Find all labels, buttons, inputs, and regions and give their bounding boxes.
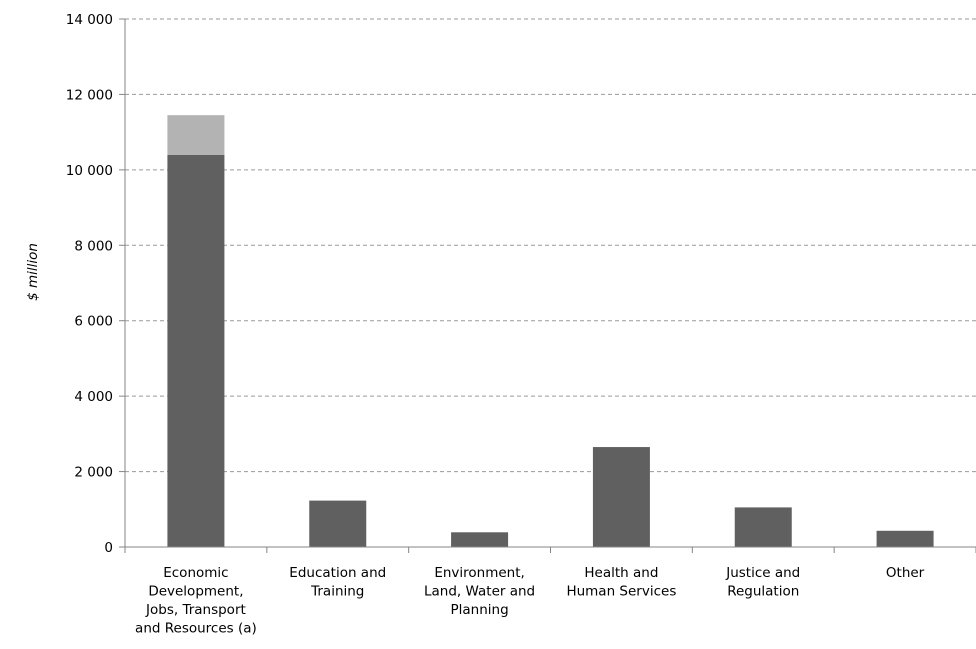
y-tick-label: 14 000: [66, 12, 113, 28]
x-category-label-line: Planning: [451, 602, 509, 618]
bar-segment: [451, 532, 509, 547]
x-category-label-line: Training: [310, 584, 364, 600]
x-category-label-line: Human Services: [566, 584, 676, 600]
y-axis-title: $ million: [25, 243, 41, 301]
x-category-label-line: Health and: [584, 565, 658, 581]
bar-segment: [167, 115, 225, 155]
x-category-label: Economic Development, Jobs, Transport and R…: [135, 565, 257, 637]
x-category-label-line: Jobs, Transport: [145, 602, 246, 618]
x-axis-category-labels: Economic Development, Jobs, Transport and R…: [135, 565, 925, 637]
y-tick-label: 8 000: [74, 238, 113, 254]
gridlines: [125, 18, 976, 473]
y-tick-label: 10 000: [66, 163, 113, 179]
x-category-label-line: Justice and: [725, 565, 800, 581]
bar-segment: [167, 154, 225, 547]
x-category-label: Environment, Land, Water and Planning: [424, 565, 535, 618]
x-category-label: Other: [886, 565, 925, 581]
y-tick-label: 0: [104, 540, 113, 556]
bar-segment: [734, 507, 792, 547]
axes: [119, 18, 976, 553]
bars: [167, 115, 934, 547]
bar-segment: [876, 530, 934, 547]
x-category-label-line: Environment,: [434, 565, 525, 581]
y-tick-label: 6 000: [74, 314, 113, 330]
bar-segment: [592, 447, 650, 547]
x-category-label-line: and Resources (a): [135, 621, 257, 637]
y-tick-label: 12 000: [66, 87, 113, 103]
x-category-label-line: Development,: [148, 584, 243, 600]
x-category-label-line: Land, Water and: [424, 584, 535, 600]
x-category-label-line: Other: [886, 565, 925, 581]
x-category-label: Education and Training: [289, 565, 386, 600]
x-category-label-line: Regulation: [727, 584, 799, 600]
y-tick-label: 4 000: [74, 389, 113, 405]
bar-segment: [309, 500, 367, 547]
x-category-label-line: Economic: [163, 565, 228, 581]
y-tick-label: 2 000: [74, 465, 113, 481]
y-axis-tick-labels: 0 2 000 4 000 6 000 8 000 10 000 12 000 14 000: [66, 12, 113, 556]
x-category-label: Justice and Regulation: [725, 565, 800, 600]
x-category-label: Health and Human Services: [566, 565, 676, 600]
x-category-label-line: Education and: [289, 565, 386, 581]
